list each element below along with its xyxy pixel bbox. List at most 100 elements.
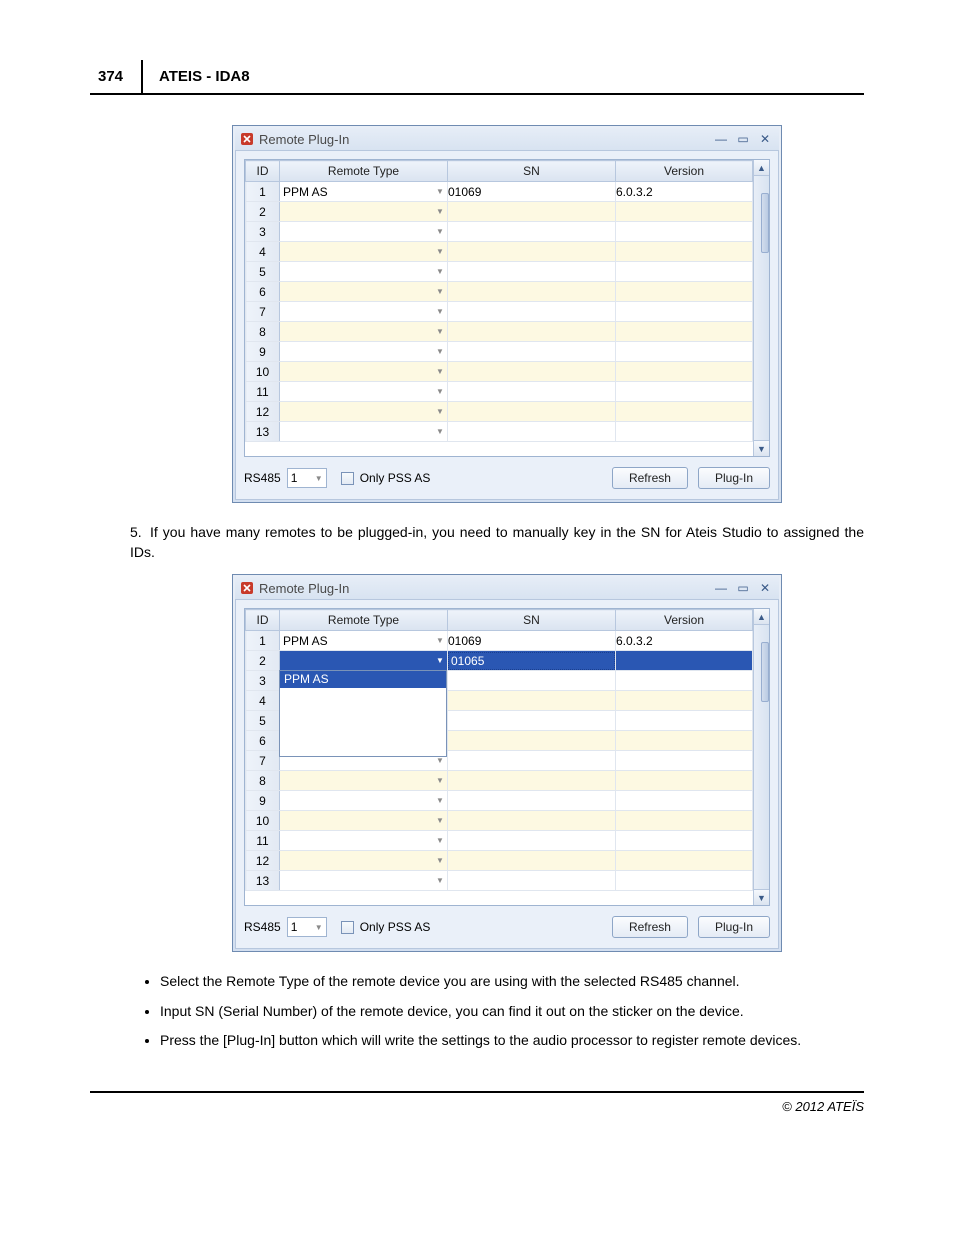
sn-cell[interactable] [448,302,616,322]
chevron-down-icon[interactable]: ▼ [433,653,447,669]
remote-type-cell[interactable]: PPM AS▼ [280,182,448,202]
sn-cell[interactable] [448,691,616,711]
table-row[interactable]: 9▼ [246,791,753,811]
sn-cell[interactable] [448,871,616,891]
dropdown-option[interactable]: URC AS [280,688,446,705]
chevron-down-icon[interactable]: ▼ [433,773,447,789]
sn-cell[interactable]: 01069 [448,182,616,202]
remote-type-cell[interactable]: ▼ [280,262,448,282]
remote-type-cell[interactable]: ▼ [280,811,448,831]
chevron-down-icon[interactable]: ▼ [433,204,447,220]
col-sn[interactable]: SN [448,161,616,182]
maximize-button[interactable]: ▭ [733,580,753,596]
sn-cell[interactable] [448,202,616,222]
chevron-down-icon[interactable]: ▼ [433,833,447,849]
col-remote-type[interactable]: Remote Type [280,610,448,631]
remote-type-dropdown[interactable]: PPM ASURC ASDNMDeskPadDeskPad Box [279,670,447,757]
window-titlebar[interactable]: Remote Plug-In — ▭ ✕ [235,577,779,599]
close-button[interactable]: ✕ [755,131,775,147]
sn-cell[interactable] [448,342,616,362]
table-row[interactable]: 13▼ [246,422,753,442]
col-version[interactable]: Version [616,610,753,631]
chevron-down-icon[interactable]: ▼ [433,633,447,649]
sn-cell[interactable] [448,751,616,771]
sn-cell[interactable] [448,851,616,871]
rs485-select[interactable]: 1 ▼ [287,917,327,937]
table-row[interactable]: 4▼ [246,242,753,262]
chevron-down-icon[interactable]: ▼ [433,364,447,380]
scroll-thumb[interactable] [761,642,769,702]
sn-cell[interactable] [448,791,616,811]
col-version[interactable]: Version [616,161,753,182]
refresh-button[interactable]: Refresh [612,916,688,938]
chevron-down-icon[interactable]: ▼ [433,853,447,869]
scroll-up-icon[interactable]: ▲ [754,160,769,176]
col-id[interactable]: ID [246,610,280,631]
remote-type-cell[interactable]: ▼ [280,831,448,851]
chevron-down-icon[interactable]: ▼ [433,264,447,280]
table-row[interactable]: 8▼ [246,771,753,791]
table-row[interactable]: 7▼ [246,302,753,322]
scroll-up-icon[interactable]: ▲ [754,609,769,625]
table-row[interactable]: 11▼ [246,831,753,851]
chevron-down-icon[interactable]: ▼ [433,384,447,400]
chevron-down-icon[interactable]: ▼ [433,324,447,340]
sn-cell[interactable] [448,282,616,302]
remote-type-cell[interactable]: ▼ [280,791,448,811]
table-row[interactable]: 13▼ [246,871,753,891]
table-row[interactable]: 5▼ [246,262,753,282]
remote-type-cell[interactable]: ▼ [280,302,448,322]
remote-type-cell[interactable]: ▼ [280,771,448,791]
only-pss-checkbox[interactable] [341,921,354,934]
scroll-down-icon[interactable]: ▼ [754,440,769,456]
chevron-down-icon[interactable]: ▼ [433,424,447,440]
dropdown-option[interactable]: DeskPad [280,722,446,739]
table-row[interactable]: 1PPM AS▼010696.0.3.2 [246,631,753,651]
table-row[interactable]: 10▼ [246,362,753,382]
chevron-down-icon[interactable]: ▼ [433,184,447,200]
chevron-down-icon[interactable]: ▼ [433,244,447,260]
chevron-down-icon[interactable]: ▼ [433,224,447,240]
table-row[interactable]: 3▼ [246,222,753,242]
col-id[interactable]: ID [246,161,280,182]
sn-cell[interactable]: 01069 [448,631,616,651]
sn-cell[interactable] [448,262,616,282]
dropdown-option[interactable]: DNM [280,705,446,722]
sn-input[interactable]: 01065 [448,652,615,670]
remote-type-cell[interactable]: ▼ [280,222,448,242]
remote-type-cell[interactable]: ▼ [280,382,448,402]
sn-cell[interactable] [448,811,616,831]
remote-type-cell[interactable]: ▼ [280,402,448,422]
sn-cell[interactable] [448,422,616,442]
plugin-button[interactable]: Plug-In [698,916,770,938]
scroll-down-icon[interactable]: ▼ [754,889,769,905]
table-row[interactable]: 8▼ [246,322,753,342]
chevron-down-icon[interactable]: ▼ [433,873,447,889]
chevron-down-icon[interactable]: ▼ [433,793,447,809]
table-row[interactable]: 12▼ [246,851,753,871]
chevron-down-icon[interactable]: ▼ [433,404,447,420]
scroll-thumb[interactable] [761,193,769,253]
maximize-button[interactable]: ▭ [733,131,753,147]
sn-cell[interactable] [448,711,616,731]
table-row[interactable]: 1PPM AS▼010696.0.3.2 [246,182,753,202]
sn-cell[interactable] [448,402,616,422]
table-row[interactable]: 9▼ [246,342,753,362]
table-row[interactable]: 12▼ [246,402,753,422]
dropdown-option[interactable]: PPM AS [280,671,446,688]
sn-cell[interactable] [448,831,616,851]
window-titlebar[interactable]: Remote Plug-In — ▭ ✕ [235,128,779,150]
sn-cell[interactable] [448,362,616,382]
close-button[interactable]: ✕ [755,580,775,596]
minimize-button[interactable]: — [711,131,731,147]
sn-cell[interactable] [448,382,616,402]
minimize-button[interactable]: — [711,580,731,596]
chevron-down-icon[interactable]: ▼ [433,344,447,360]
sn-cell[interactable]: 01065 [448,651,616,671]
sn-cell[interactable] [448,242,616,262]
sn-cell[interactable] [448,322,616,342]
remote-type-cell[interactable]: ▼ [280,242,448,262]
remote-type-cell[interactable]: ▼ [280,362,448,382]
sn-cell[interactable] [448,671,616,691]
table-row[interactable]: 10▼ [246,811,753,831]
